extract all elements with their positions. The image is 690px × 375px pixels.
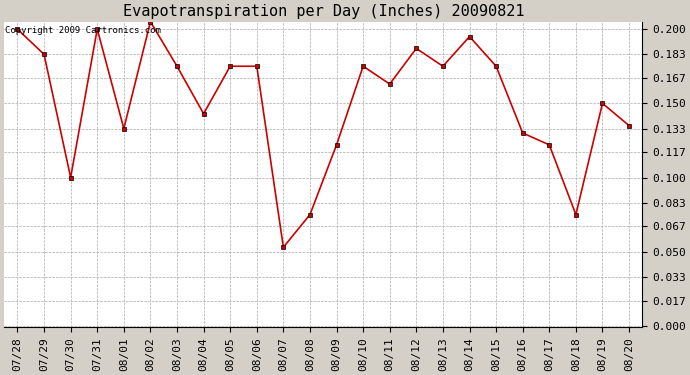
Text: Copyright 2009 Cartronics.com: Copyright 2009 Cartronics.com bbox=[6, 26, 161, 35]
Title: Evapotranspiration per Day (Inches) 20090821: Evapotranspiration per Day (Inches) 2009… bbox=[123, 4, 524, 19]
